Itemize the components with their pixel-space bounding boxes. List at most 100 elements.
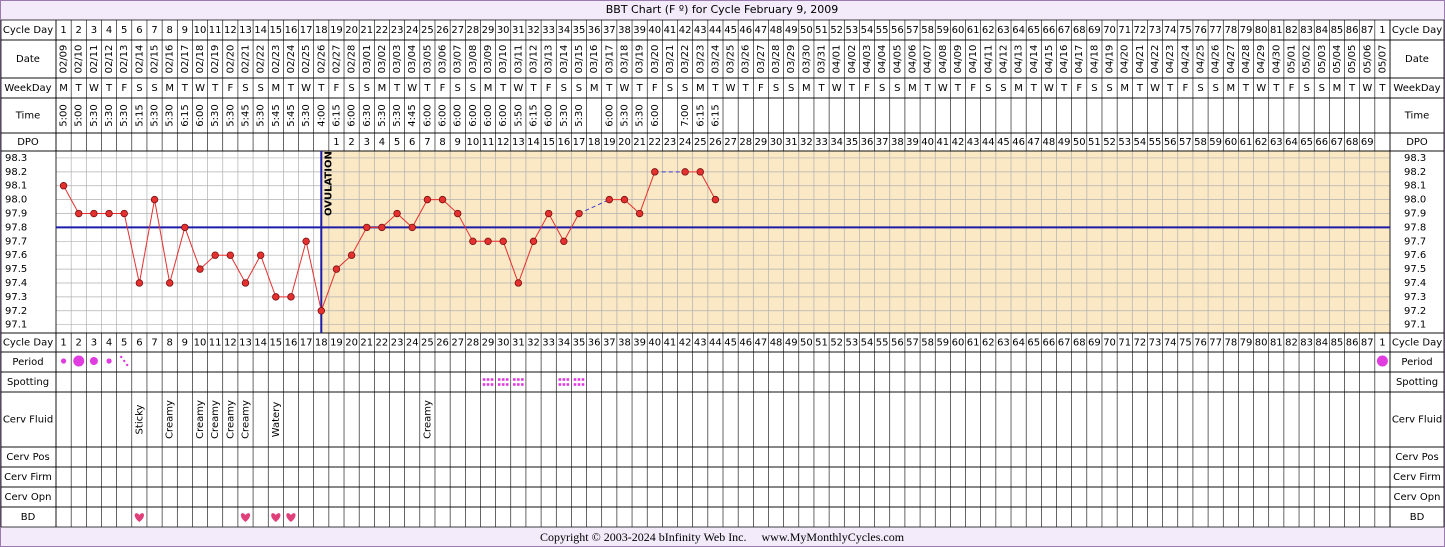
row-label-right: Cerv Pos xyxy=(1395,452,1438,463)
cycle-day: 4 xyxy=(106,338,112,349)
dpo: 39 xyxy=(906,137,919,148)
date: 03/12 xyxy=(529,45,540,74)
dpo: 60 xyxy=(1224,137,1237,148)
weekday: F xyxy=(864,83,870,94)
time: 5:30 xyxy=(377,104,388,126)
date: 02/27 xyxy=(331,45,342,74)
row-label-right: BD xyxy=(1410,512,1425,523)
date: 02/17 xyxy=(180,45,191,74)
cycle-day: 41 xyxy=(664,25,677,36)
cycle-day: 28 xyxy=(467,25,480,36)
weekday: T xyxy=(1060,83,1068,94)
date: 02/25 xyxy=(301,45,312,74)
cycle-day: 16 xyxy=(285,25,298,36)
weekday: S xyxy=(1319,83,1325,94)
weekday: W xyxy=(620,83,630,94)
time: 4:00 xyxy=(316,104,327,126)
temp-point xyxy=(635,209,644,218)
cycle-day: 84 xyxy=(1315,25,1328,36)
date: 04/01 xyxy=(832,45,843,74)
cycle-day: 32 xyxy=(527,338,540,349)
cycle-day: 67 xyxy=(1058,338,1071,349)
cycle-day: 58 xyxy=(921,25,934,36)
date: 04/08 xyxy=(938,45,949,74)
spotting-dot xyxy=(558,378,562,381)
cycle-day: 48 xyxy=(770,25,783,36)
weekday: M xyxy=(908,83,917,94)
time: 5:30 xyxy=(119,104,130,126)
date: 04/26 xyxy=(1211,45,1222,74)
date: 02/14 xyxy=(134,45,145,74)
dpo: 34 xyxy=(830,137,843,148)
weekday: W xyxy=(1362,83,1372,94)
cycle-day: 1 xyxy=(60,338,66,349)
time: 5:30 xyxy=(392,104,403,126)
copyright: Copyright © 2003-2024 bInfinity Web Inc.… xyxy=(540,530,905,544)
dpo: 18 xyxy=(588,137,601,148)
y-tick-label: 98.0 xyxy=(5,195,27,206)
temp-point xyxy=(241,279,250,287)
row-label: Cycle Day xyxy=(3,25,53,36)
weekday: S xyxy=(1000,83,1006,94)
cycle-day: 19 xyxy=(330,338,343,349)
temp-line xyxy=(609,171,656,215)
cycle-day: 49 xyxy=(785,338,798,349)
weekday: T xyxy=(317,83,325,94)
temp-point xyxy=(120,209,128,218)
spotting-dot xyxy=(573,378,577,381)
spotting-dot xyxy=(482,378,486,381)
weekday: T xyxy=(924,83,932,94)
spotting-mark xyxy=(482,378,494,386)
cycle-day: 23 xyxy=(391,25,404,36)
dpo: 40 xyxy=(921,137,934,148)
weekday: T xyxy=(211,83,219,94)
weekday: W xyxy=(1256,83,1266,94)
weekday: S xyxy=(682,83,688,94)
cycle-day: 31 xyxy=(512,25,525,36)
period-mark xyxy=(89,357,98,365)
date: 03/31 xyxy=(817,45,828,74)
cycle-day: 81 xyxy=(1270,338,1283,349)
dpo: 38 xyxy=(891,137,904,148)
spotting-dot xyxy=(513,383,516,386)
time: 6:00 xyxy=(483,104,494,126)
date: 04/17 xyxy=(1074,45,1085,74)
cycle-day: 13 xyxy=(239,338,252,349)
cycle-day: 57 xyxy=(906,25,919,36)
cycle-day: 55 xyxy=(876,25,889,36)
dpo: 28 xyxy=(739,137,752,148)
cycle-day: 45 xyxy=(724,25,737,36)
date: 03/13 xyxy=(544,45,555,74)
temp-point xyxy=(423,195,432,204)
cycle-day: 15 xyxy=(269,25,282,36)
weekday: F xyxy=(121,83,127,94)
y-tick-label-right: 98.3 xyxy=(1404,153,1426,164)
bd-heart xyxy=(240,513,251,522)
cycle-day: 40 xyxy=(648,338,661,349)
cycle-day: 33 xyxy=(542,25,555,36)
temp-point xyxy=(544,209,553,218)
cycle-day: 39 xyxy=(633,338,646,349)
period-mark xyxy=(120,355,129,367)
cycle-day: 21 xyxy=(360,25,373,36)
dpo: 44 xyxy=(982,137,995,148)
date: 03/03 xyxy=(392,45,403,74)
cycle-day: 13 xyxy=(239,25,252,36)
date: 03/05 xyxy=(422,45,433,74)
cycle-day: 71 xyxy=(1118,338,1131,349)
weekday: W xyxy=(1044,83,1054,94)
time: 6:00 xyxy=(468,104,479,126)
date: 05/03 xyxy=(1317,45,1328,74)
cycle-day: 70 xyxy=(1103,338,1116,349)
cycle-day: 77 xyxy=(1209,338,1222,349)
date: 04/27 xyxy=(1226,45,1237,74)
dpo: 42 xyxy=(952,137,965,148)
weekday: M xyxy=(271,83,280,94)
temp-point xyxy=(651,168,659,176)
date: 02/10 xyxy=(74,45,85,74)
y-tick-label: 97.4 xyxy=(5,278,27,289)
cycle-day: 73 xyxy=(1149,338,1162,349)
date: 04/02 xyxy=(847,45,858,74)
temp-point xyxy=(696,168,704,176)
y-tick-label-right: 98.1 xyxy=(1404,181,1426,192)
